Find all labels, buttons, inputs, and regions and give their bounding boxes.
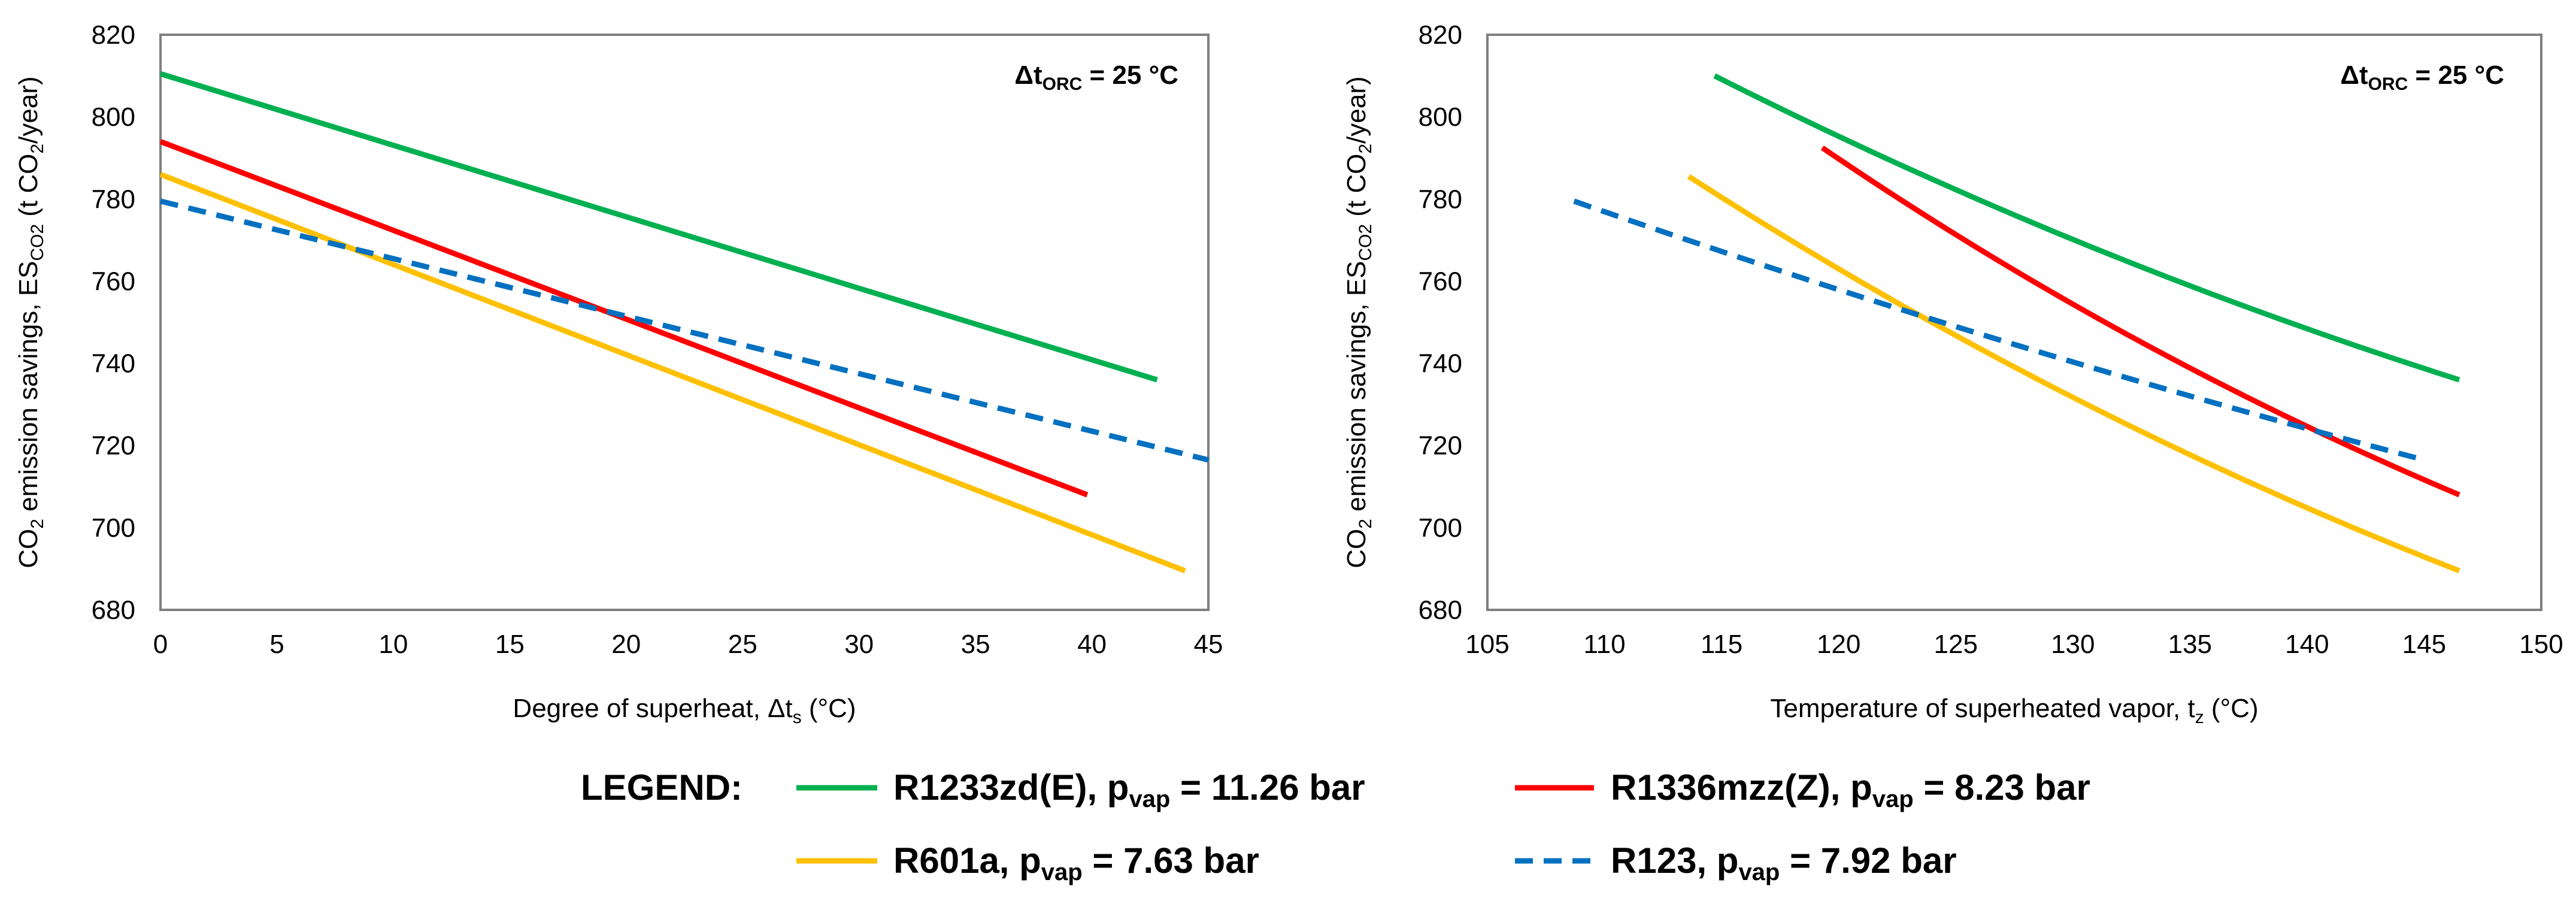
y-tick-label: 680 [92, 595, 135, 625]
y-tick-label: 700 [92, 513, 135, 543]
y-axis-label: CO2 emission savings, ESCO2 (t CO2/year) [14, 76, 47, 568]
y-tick-label: 740 [92, 349, 135, 379]
x-tick-label: 45 [1194, 630, 1223, 659]
y-tick-label: 780 [92, 185, 135, 214]
chart-left: 680 700 720 740 760 780 800 820 0 5 10 15 20 25 30 35 40… [14, 20, 1223, 727]
delta-t-orc-annotation: ΔtORC = 25 °C [1014, 61, 1178, 94]
y-tick-label: 760 [92, 267, 135, 296]
x-tick-label: 150 [2519, 630, 2563, 659]
x-tick-label: 110 [1583, 630, 1625, 659]
x-tick-label: 130 [2051, 630, 2095, 659]
y-tick-label: 760 [1419, 267, 1462, 296]
y-tick-label: 820 [1419, 20, 1462, 50]
x-tick-label: 40 [1077, 630, 1107, 659]
x-tick-label: 145 [2402, 630, 2446, 659]
series-line-r1233zd-e [159, 71, 1158, 383]
y-tick-label: 820 [92, 20, 135, 50]
y-tick-label: 720 [92, 431, 135, 461]
series-line-r1233zd-e [1713, 73, 2460, 383]
x-tick-label: 5 [269, 630, 284, 659]
legend-label: R601a, pvap = 7.63 bar [893, 841, 1259, 885]
plot-area-frame [159, 34, 1210, 611]
x-tick-label: 140 [2285, 630, 2329, 659]
x-tick-label: 15 [495, 630, 525, 659]
legend-title: LEGEND: [581, 767, 743, 808]
x-axis-label: Degree of superheat, Δts (°C) [513, 694, 856, 727]
x-tick-label: 25 [728, 630, 757, 659]
x-tick-label: 30 [844, 630, 874, 659]
legend-item-r1336mzz-z: R1336mzz(Z), pvap = 8.23 bar [1515, 767, 2090, 812]
series-line-r123 [159, 198, 1210, 463]
legend-item-r601a: R601a, pvap = 7.63 bar [796, 841, 1259, 885]
legend-item-r1233zd-e: R1233zd(E), pvap = 11.26 bar [796, 767, 1365, 812]
legend-label: R1233zd(E), pvap = 11.26 bar [893, 767, 1365, 812]
series-line-r123 [1573, 198, 2425, 463]
x-axis-label: Temperature of superheated vapor, tz (°C… [1770, 694, 2258, 727]
series-line-r1336mzz-z [1820, 145, 2460, 498]
series-line-r1336mzz-z [159, 139, 1089, 498]
plot-area-frame [1486, 34, 2542, 611]
x-tick-label: 35 [961, 630, 990, 659]
legend-label: R123, pvap = 7.92 bar [1611, 841, 1957, 885]
series-line-r601a [159, 171, 1186, 574]
x-tick-label: 135 [2168, 630, 2212, 659]
x-tick-label: 20 [611, 630, 641, 659]
x-tick-label: 120 [1817, 630, 1860, 659]
legend-label: R1336mzz(Z), pvap = 8.23 bar [1611, 767, 2090, 812]
y-tick-label: 680 [1419, 595, 1462, 625]
x-tick-label: 125 [1934, 630, 1978, 659]
x-tick-label: 10 [378, 630, 408, 659]
delta-t-orc-annotation: ΔtORC = 25 °C [2340, 61, 2504, 94]
y-tick-label: 780 [1419, 185, 1462, 214]
chart-right: 680 700 720 740 760 780 800 820 105 110 115 120 125 1… [1342, 20, 2563, 727]
y-tick-label: 800 [1419, 102, 1462, 132]
y-tick-label: 700 [1419, 513, 1462, 543]
x-tick-label: 115 [1701, 630, 1742, 659]
y-tick-label: 740 [1419, 349, 1462, 379]
y-axis-label: CO2 emission savings, ESCO2 (t CO2/year) [1342, 76, 1375, 568]
y-tick-label: 800 [92, 102, 135, 132]
x-tick-label: 105 [1465, 630, 1509, 659]
y-tick-label: 720 [1419, 431, 1462, 461]
legend: LEGEND: R1233zd(E), pvap = 11.26 bar R1336… [581, 767, 2090, 885]
series-line-r601a [1687, 174, 2460, 574]
x-tick-label: 0 [153, 630, 168, 659]
legend-item-r123: R123, pvap = 7.92 bar [1515, 841, 1957, 885]
